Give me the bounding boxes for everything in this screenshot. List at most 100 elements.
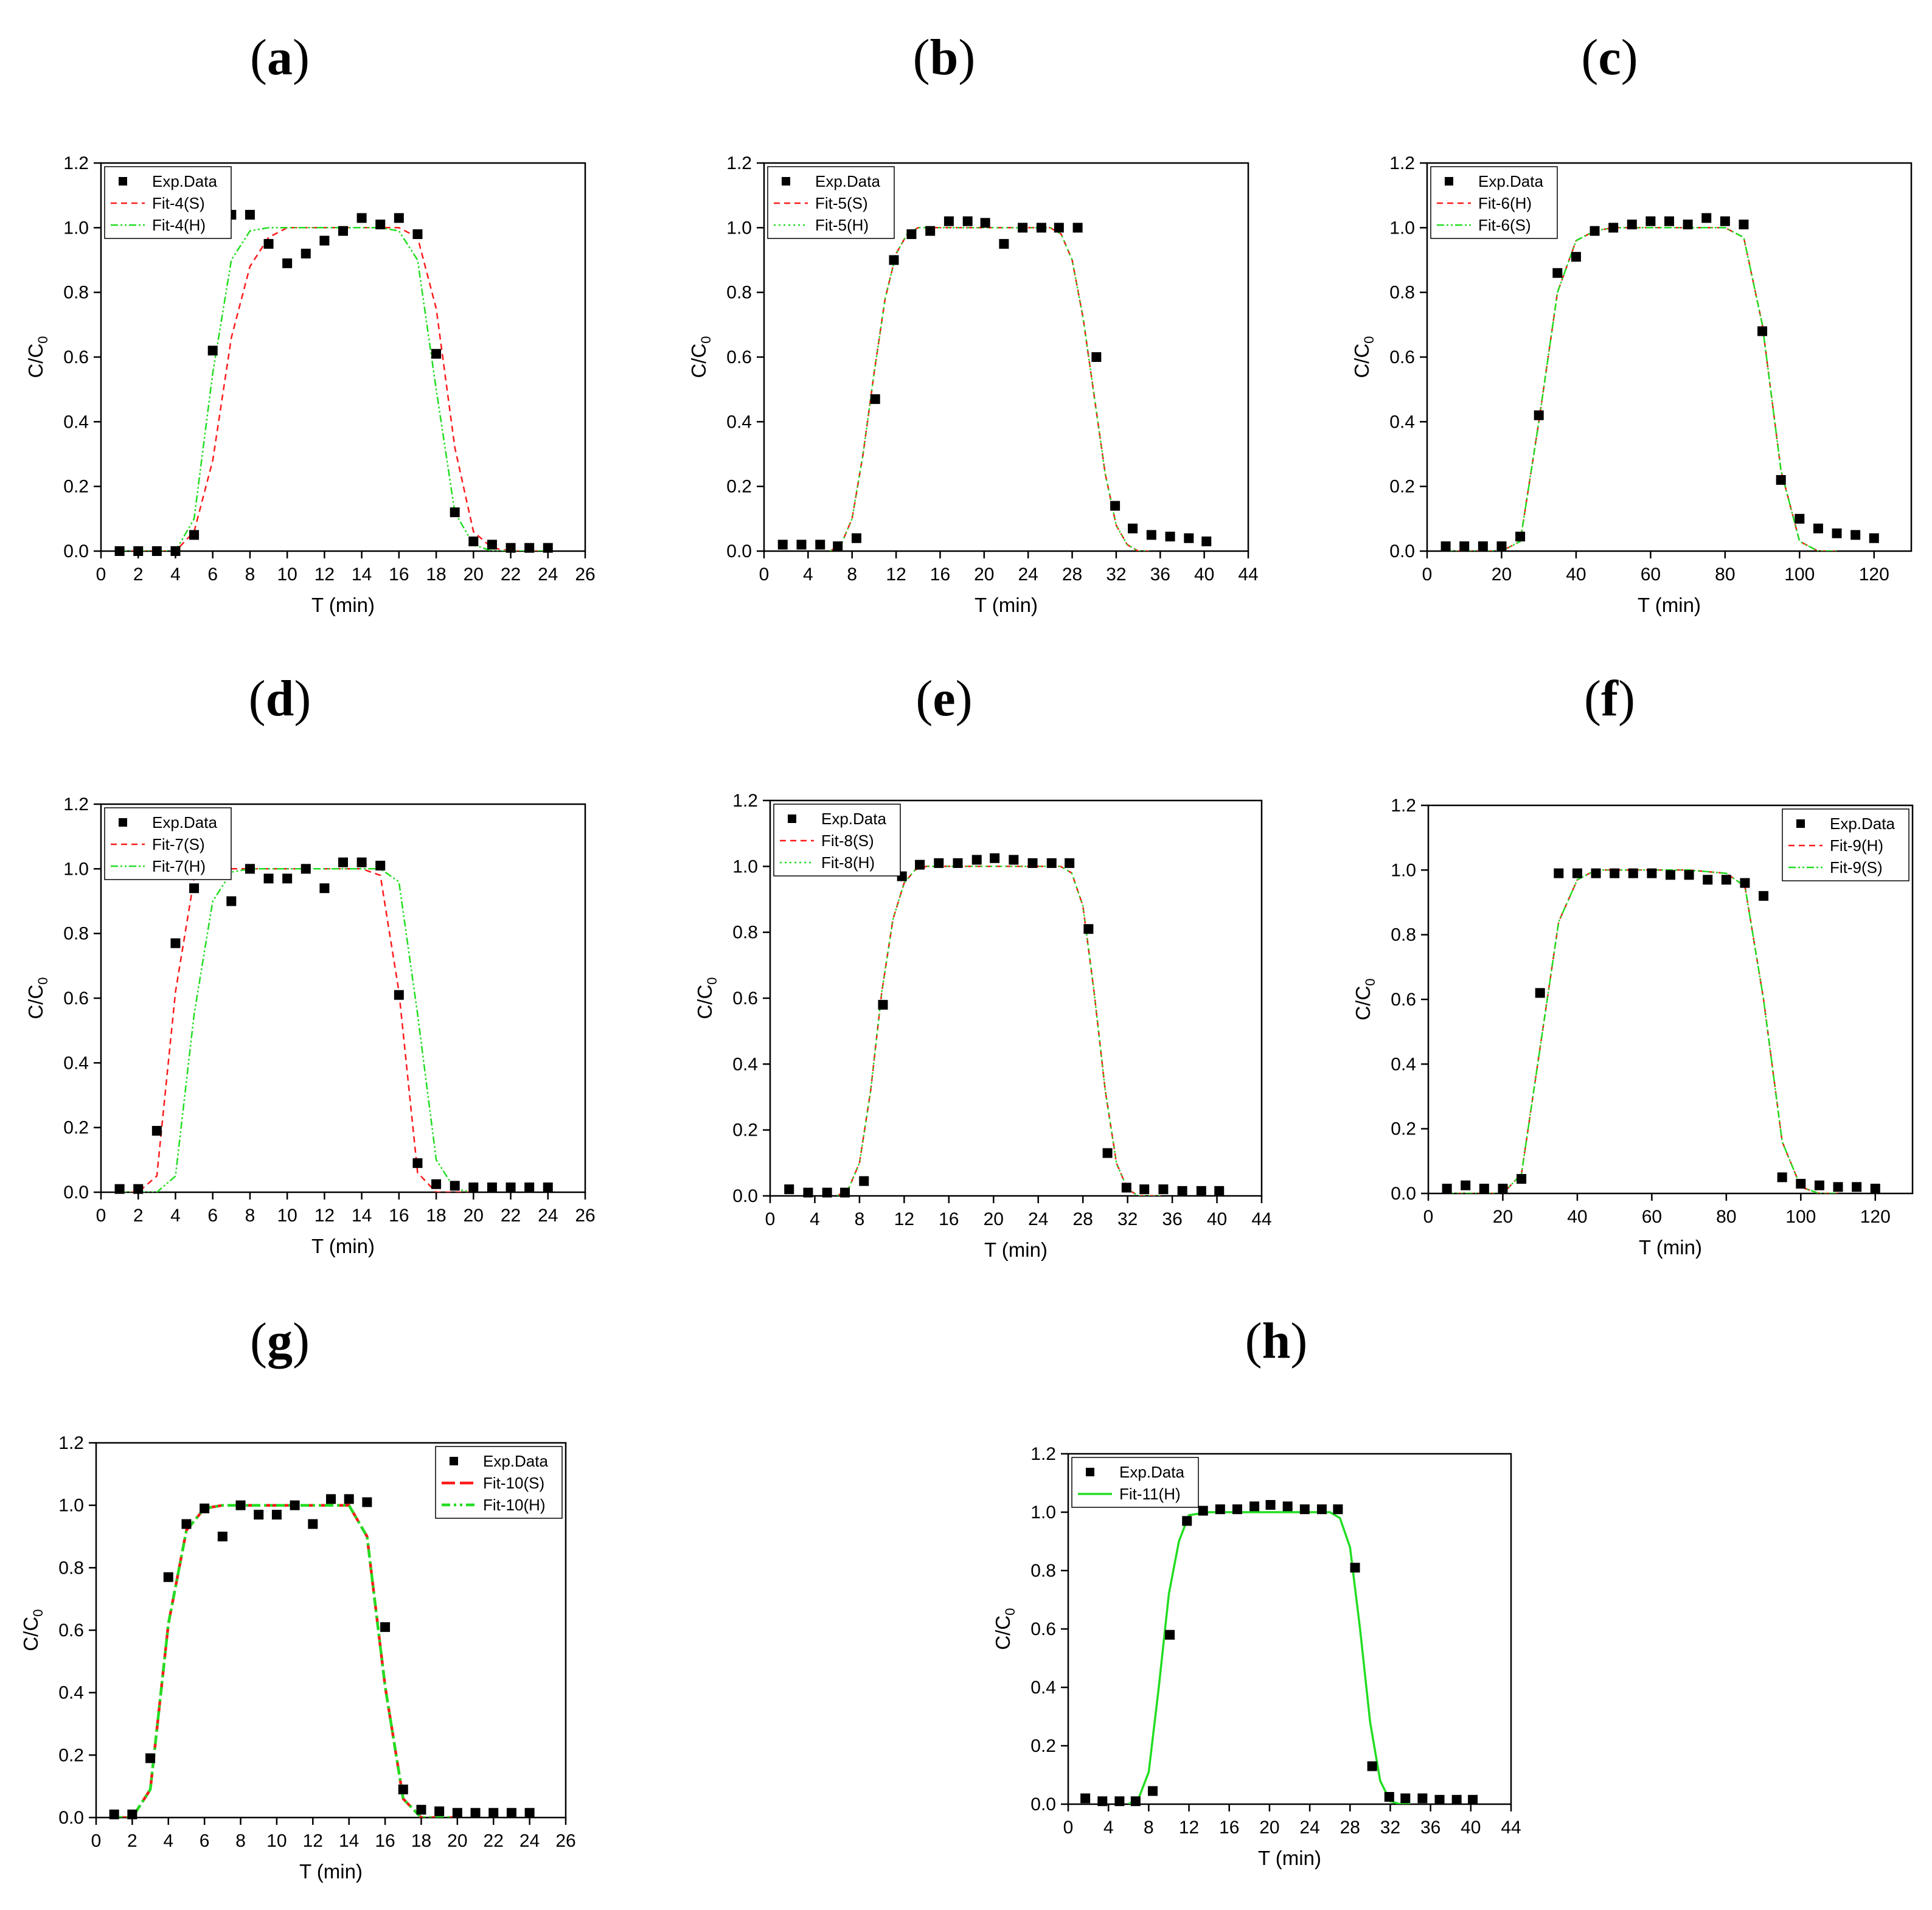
x-tick-label: 22 (484, 1831, 504, 1851)
x-tick-label: 60 (1642, 1207, 1662, 1227)
x-tick-label: 8 (1144, 1818, 1154, 1838)
data-point (1367, 1761, 1377, 1771)
data-point (380, 1622, 391, 1632)
y-tick-label: 0.4 (58, 1683, 84, 1703)
data-point (953, 858, 963, 868)
y-tick-label: 0.8 (63, 924, 89, 944)
data-point (170, 938, 181, 948)
y-axis-title: C/C0 (1350, 336, 1377, 378)
data-point (506, 1808, 516, 1818)
x-tick-label: 0 (91, 1831, 102, 1851)
data-point (1097, 1796, 1108, 1807)
data-point (796, 540, 807, 550)
y-tick-label: 1.2 (63, 153, 89, 173)
data-point (1479, 1184, 1489, 1194)
panel-label: (h) (1245, 1313, 1308, 1369)
x-tick-label: 8 (245, 564, 255, 585)
data-point (282, 873, 293, 884)
data-point (450, 507, 460, 518)
y-tick-label: 0.4 (1391, 1054, 1416, 1074)
data-point (319, 235, 330, 246)
x-tick-label: 20 (984, 1209, 1004, 1229)
x-tick-label: 8 (235, 1831, 246, 1851)
y-axis-title-subscript: 0 (704, 977, 720, 984)
x-axis-title: T (min) (311, 1235, 375, 1257)
panel-label-open: ( (916, 670, 933, 727)
data-point (1757, 326, 1768, 336)
data-point (1468, 1794, 1478, 1805)
series-lines (119, 227, 548, 551)
x-axis-title: T (min) (311, 594, 375, 616)
x-tick-label: 2 (133, 564, 144, 585)
data-point (263, 238, 274, 249)
panel-label: (c) (1581, 29, 1638, 86)
y-tick-label: 0.2 (732, 1120, 758, 1141)
panel-label-open: ( (250, 1313, 267, 1369)
x-tick-label: 0 (96, 564, 106, 585)
y-axis-title: C/C0 (24, 336, 50, 378)
y-axis-title: C/C0 (992, 1608, 1018, 1650)
y-tick-label: 1.0 (732, 856, 758, 877)
x-tick-label: 4 (810, 1209, 820, 1229)
data-point (1165, 1630, 1175, 1640)
x-tick-label: 6 (207, 564, 218, 585)
panel-label-letter: h (1262, 1313, 1291, 1369)
data-point (1177, 1186, 1187, 1196)
x-tick-label: 12 (1179, 1818, 1199, 1838)
x-tick-label: 10 (277, 564, 297, 585)
data-point (271, 1510, 282, 1520)
x-tick-label: 24 (1028, 1209, 1048, 1229)
data-point (487, 540, 497, 550)
data-point (1496, 541, 1507, 552)
y-tick-label: 0.4 (1030, 1678, 1056, 1698)
x-tick-label: 16 (389, 1206, 409, 1226)
panel-label-letter: d (266, 670, 294, 727)
data-point (915, 860, 925, 870)
panel-label-close: ) (1618, 670, 1635, 727)
x-tick-label: 12 (314, 564, 335, 585)
legend-label: Fit-6(S) (1478, 216, 1531, 234)
legend-label: Fit-6(H) (1478, 194, 1532, 212)
y-axis-title-main: C/C (687, 344, 710, 378)
data-point (1400, 1793, 1411, 1804)
y-tick-label: 0.6 (1030, 1619, 1056, 1639)
series-line-2 (836, 866, 1161, 1196)
x-tick-label: 28 (1062, 564, 1082, 585)
data-point (200, 1503, 210, 1513)
x-axis-title: T (min) (1638, 594, 1701, 616)
data-point (840, 1187, 850, 1198)
data-point (487, 1182, 497, 1193)
legend-marker (782, 177, 790, 186)
x-tick-label: 16 (375, 1831, 395, 1851)
y-tick-label: 1.2 (1389, 153, 1415, 173)
data-point (468, 1182, 479, 1193)
x-tick-label: 40 (1461, 1818, 1481, 1838)
data-point (1461, 1180, 1471, 1190)
data-point (1701, 213, 1712, 223)
y-axis-title: C/C0 (687, 336, 714, 378)
data-point (1165, 532, 1175, 542)
data-point (133, 546, 144, 556)
x-tick-label: 14 (352, 564, 372, 585)
y-tick-label: 0.6 (63, 988, 89, 1009)
x-tick-label: 2 (127, 1831, 137, 1851)
x-tick-label: 8 (847, 564, 857, 585)
y-axis-title-main: C/C (24, 344, 47, 378)
panel-label: (e) (916, 670, 972, 727)
panel-label-open: ( (1584, 670, 1601, 727)
legend-label: Exp.Data (152, 172, 217, 190)
data-point (1265, 1500, 1276, 1510)
y-axis-title: C/C0 (693, 977, 720, 1019)
x-tick-label: 32 (1117, 1209, 1138, 1229)
data-point (1027, 858, 1038, 868)
data-point (1299, 1504, 1310, 1515)
legend-label: Exp.Data (483, 1452, 548, 1470)
panel-label-open: ( (249, 670, 266, 727)
data-point (235, 1500, 246, 1510)
y-tick-label: 1.2 (726, 153, 752, 173)
x-tick-label: 18 (411, 1831, 431, 1851)
legend-label: Fit-10(H) (483, 1496, 546, 1514)
y-tick-label: 0.0 (1030, 1794, 1056, 1814)
y-axis-title-subscript: 0 (1361, 336, 1377, 343)
data-point (1627, 220, 1637, 230)
